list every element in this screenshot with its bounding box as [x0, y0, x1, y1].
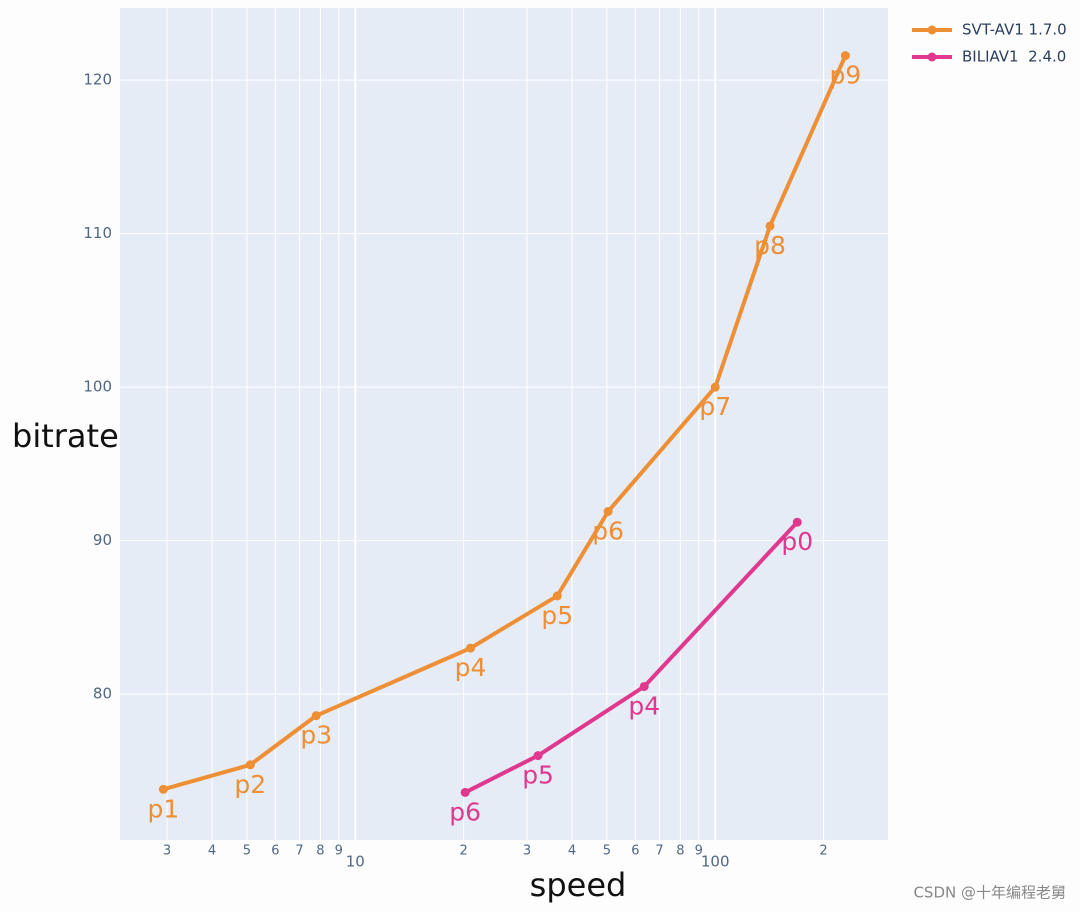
y-tick-label: 90 — [93, 531, 112, 549]
plot-area — [120, 8, 888, 840]
x-tick-label: 8 — [316, 844, 324, 859]
x-tick-label: 9 — [695, 844, 703, 859]
x-tick-label: 6 — [271, 844, 279, 859]
data-point — [533, 751, 543, 761]
x-tick-label: 10 — [346, 853, 365, 871]
grid — [120, 8, 888, 840]
data-point — [245, 760, 255, 770]
x-tick-label: 7 — [295, 844, 303, 859]
watermark: CSDN @十年编程老舅 — [913, 884, 1066, 902]
legend-marker — [927, 52, 937, 62]
x-tick-label: 2 — [459, 844, 467, 859]
point-label: p8 — [754, 231, 786, 260]
data-point — [158, 784, 168, 794]
point-label: p9 — [830, 61, 862, 90]
point-label: p1 — [147, 794, 179, 823]
marks: p1 p2 p3 p4 p5 p6 p7 p8 p9 p6 p5 p4 p0 — [147, 51, 861, 826]
point-label: p7 — [699, 392, 731, 421]
y-tick-label: 110 — [83, 224, 112, 242]
point-label: p6 — [449, 797, 481, 826]
data-point — [603, 506, 613, 516]
data-point — [466, 643, 476, 653]
x-tick-label: 5 — [603, 844, 611, 859]
y-tick-label: 120 — [83, 71, 112, 89]
x-tick-label: 4 — [568, 844, 576, 859]
data-point — [460, 787, 470, 797]
data-point — [765, 221, 775, 231]
x-tick-label: 6 — [631, 844, 639, 859]
data-point — [639, 681, 649, 691]
data-point — [311, 711, 321, 721]
y-axis-title: bitrate — [12, 417, 119, 455]
point-label: p5 — [541, 601, 573, 630]
data-point — [792, 517, 802, 527]
data-point — [840, 51, 850, 61]
x-tick-label: 8 — [676, 844, 684, 859]
x-tick-label: 3 — [523, 844, 531, 859]
point-label: p6 — [592, 516, 624, 545]
point-label: p4 — [628, 691, 660, 720]
point-label: p4 — [455, 653, 487, 682]
x-tick-label: 9 — [335, 844, 343, 859]
x-tick-label: 5 — [243, 844, 251, 859]
point-label: p0 — [781, 527, 813, 556]
legend-marker — [927, 25, 937, 35]
point-label: p2 — [234, 770, 266, 799]
point-label: p3 — [300, 721, 332, 750]
x-tick-label: 3 — [163, 844, 171, 859]
data-point — [710, 382, 720, 392]
x-tick-label: 7 — [655, 844, 663, 859]
series-line — [464, 520, 799, 795]
x-axis-title: speed — [530, 866, 627, 904]
y-tick-label: 80 — [93, 685, 112, 703]
legend-label: SVT-AV1 1.7.0 — [962, 21, 1067, 39]
point-label: p5 — [522, 761, 554, 790]
x-tick-label: 100 — [701, 853, 730, 871]
y-tick-label: 100 — [83, 378, 112, 396]
x-tick-label: 4 — [208, 844, 216, 859]
data-point — [552, 591, 562, 601]
x-tick-label: 2 — [819, 844, 827, 859]
legend-label: BILIAV1 2.4.0 — [962, 48, 1066, 66]
